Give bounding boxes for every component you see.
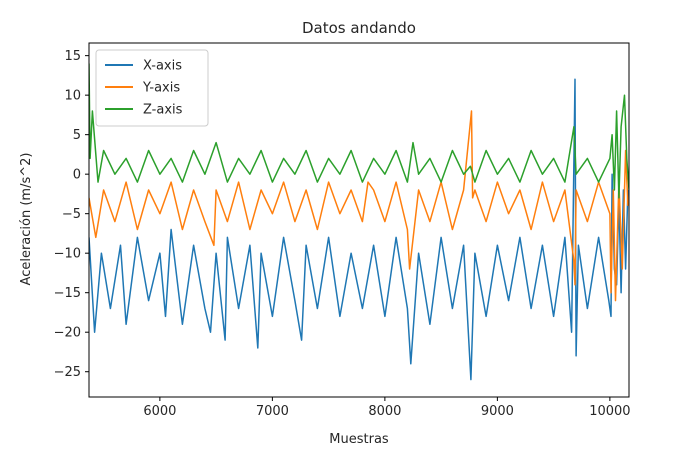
y-tick-label: 10 xyxy=(64,89,81,104)
y-axis-label: Aceleración (m/s^2) xyxy=(19,153,34,286)
legend: X-axis Y-axis Z-axis xyxy=(95,49,209,127)
legend-box xyxy=(95,49,209,127)
y-tick-label: 5 xyxy=(73,128,81,143)
x-tick-label: 9000 xyxy=(481,404,514,419)
y-tick-label: −20 xyxy=(54,326,81,341)
series-line-y-axis xyxy=(89,110,629,302)
y-tick-label: −15 xyxy=(54,286,81,301)
x-axis-label: Muestras xyxy=(329,432,389,447)
legend-label: Y-axis xyxy=(142,81,180,96)
axes-frame xyxy=(88,42,630,398)
x-tick-label: 8000 xyxy=(368,404,401,419)
y-tick-label: 0 xyxy=(73,168,81,183)
plot-area xyxy=(89,63,629,381)
chart-title: Datos andando xyxy=(302,19,416,37)
y-tick-label: −5 xyxy=(62,207,81,222)
axes: 6000 7000 8000 9000 10000 15 10 5 0 −5 −10 −15 −20 −2… xyxy=(54,42,631,419)
legend-label: Z-axis xyxy=(143,103,183,118)
series-line-x-axis xyxy=(89,78,629,381)
series-line-z-axis xyxy=(89,63,629,199)
y-tick-label: −25 xyxy=(54,365,81,380)
y-tick-label: 15 xyxy=(64,49,81,64)
y-tick-label: −10 xyxy=(54,247,81,262)
x-tick-label: 7000 xyxy=(256,404,289,419)
x-tick-label: 10000 xyxy=(589,404,630,419)
x-tick-label: 6000 xyxy=(143,404,176,419)
legend-label: X-axis xyxy=(143,59,182,74)
